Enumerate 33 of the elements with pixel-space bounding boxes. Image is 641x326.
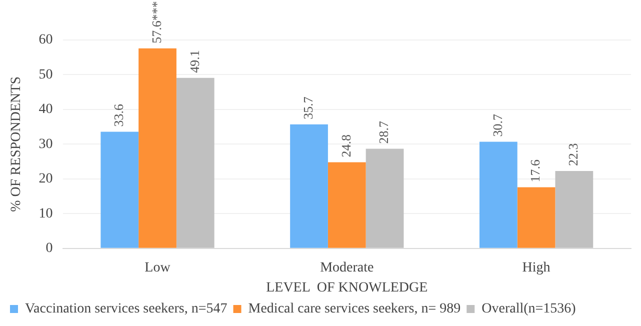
data-label: 57.6*** bbox=[148, 1, 164, 44]
y-tick-label: 40 bbox=[38, 102, 53, 118]
bar bbox=[138, 48, 176, 248]
y-tick-label: 0 bbox=[46, 241, 53, 256]
bar bbox=[328, 162, 366, 248]
data-label: 33.6 bbox=[111, 103, 126, 127]
bar bbox=[479, 142, 518, 248]
y-tick-label: 30 bbox=[38, 136, 53, 152]
x-tick-label: Moderate bbox=[320, 260, 374, 276]
data-label: 49.1 bbox=[186, 50, 202, 73]
legend-label: Vaccination services seekers, n=547 bbox=[25, 302, 228, 317]
y-tick-label: 50 bbox=[38, 67, 53, 82]
data-label: 30.7 bbox=[490, 114, 505, 137]
y-axis-title: % OF RESPONDENTS bbox=[9, 76, 24, 212]
y-tick-label: 60 bbox=[38, 32, 53, 48]
legend-label: Overall(n=1536) bbox=[482, 302, 576, 317]
bar bbox=[290, 124, 328, 248]
data-label: 22.3 bbox=[566, 143, 581, 166]
bar bbox=[176, 78, 214, 248]
legend-label: Medical care services seekers, n= 989 bbox=[248, 302, 461, 317]
x-tick-label: Low bbox=[144, 260, 172, 276]
bar bbox=[517, 187, 556, 248]
data-label: 24.8 bbox=[338, 134, 354, 158]
bar bbox=[555, 170, 594, 248]
x-axis-title: LEVEL OF KNOWLEDGE bbox=[266, 280, 428, 296]
y-tick-label: 20 bbox=[38, 172, 53, 187]
data-label: 35.7 bbox=[300, 96, 316, 120]
bar bbox=[100, 132, 139, 248]
data-label: 28.7 bbox=[376, 120, 392, 144]
y-tick-label: 10 bbox=[38, 206, 53, 222]
data-label: 17.6 bbox=[528, 159, 543, 182]
bar bbox=[366, 148, 404, 248]
x-tick-label: High bbox=[522, 260, 550, 276]
